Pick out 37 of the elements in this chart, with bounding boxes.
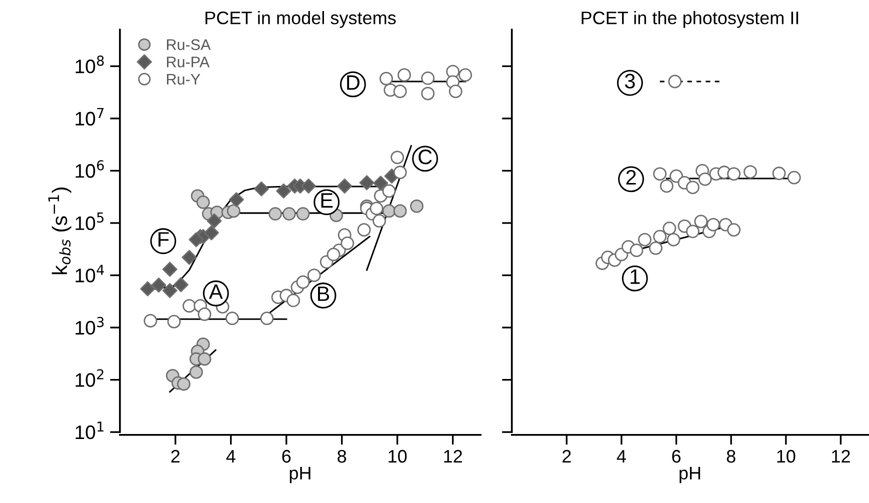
x-tick-label: 4 xyxy=(226,450,236,463)
x-tick-label: 12 xyxy=(444,450,462,463)
y-tick-label: 10$^{3}$ xyxy=(76,316,104,335)
x-tick-label: 8 xyxy=(338,450,346,463)
x-tick-label: 10 xyxy=(388,450,407,463)
y-tick-label: 10$^{7}$ xyxy=(76,108,104,126)
y-tick-label: 10$^{5}$ xyxy=(76,212,104,230)
y-tick-label: 10$^{2}$ xyxy=(76,369,104,387)
annotation: C xyxy=(418,150,432,164)
y-tick-label: 10$^{8}$ xyxy=(76,56,104,74)
x-tick-label: 6 xyxy=(672,450,681,463)
y-tick-label: 10$^{1}$ xyxy=(76,422,104,440)
y-tick-label: 10$^{6}$ xyxy=(76,160,104,178)
x-tick-label: 10 xyxy=(777,450,796,463)
chart-title: PCET in the photosystem II xyxy=(582,11,798,28)
annotation: 2 xyxy=(626,170,636,185)
annotation: E xyxy=(321,193,333,208)
x-tick-label: 2 xyxy=(171,450,180,463)
legend-label: Ru-SA xyxy=(167,39,211,50)
annotation: 1 xyxy=(630,269,640,284)
x-tick-label: 8 xyxy=(726,450,736,463)
x-tick-label: 6 xyxy=(282,450,291,463)
x-tick-label: 2 xyxy=(562,450,571,463)
legend-label: Ru-PA xyxy=(167,56,210,68)
x-axis-title: pH xyxy=(680,466,700,484)
annotation: D xyxy=(347,75,360,90)
annotation: F xyxy=(158,232,169,247)
annotation: B xyxy=(318,286,330,301)
legend-label: Ru-Y xyxy=(167,74,200,85)
x-tick-label: 4 xyxy=(616,450,626,463)
annotation: 3 xyxy=(624,74,635,88)
chart-title: PCET in model systems xyxy=(206,11,396,28)
y-axis-title: k$_{obs}$ (s$^{−1}$) xyxy=(48,188,72,274)
x-tick-label: 12 xyxy=(832,450,850,463)
x-axis-title: pH xyxy=(290,466,310,484)
y-tick-label: 10$^{4}$ xyxy=(76,264,104,282)
annotation: A xyxy=(209,284,223,299)
